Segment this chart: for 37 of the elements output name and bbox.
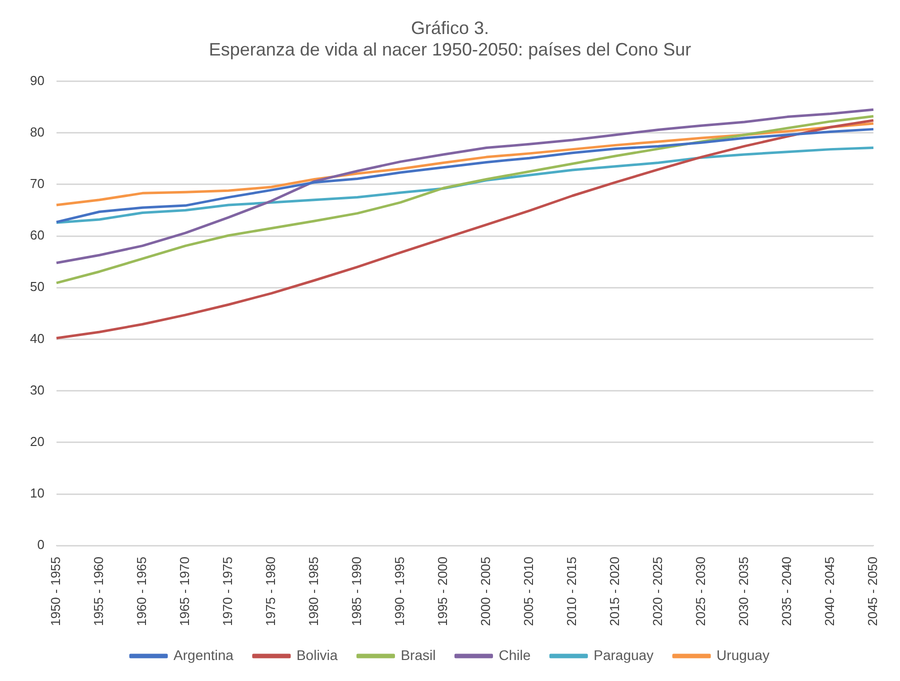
- x-tick-label: 2045 - 2050: [864, 556, 880, 626]
- x-tick-label: 1990 - 1995: [392, 556, 408, 626]
- x-tick-label: 1980 - 1985: [306, 556, 322, 626]
- y-tick-label: 70: [30, 176, 44, 191]
- y-tick-label: 50: [30, 279, 44, 294]
- chart-title: Gráfico 3. Esperanza de vida al nacer 1950-2050: países del Cono Sur: [208, 18, 692, 60]
- y-tick-label: 90: [30, 72, 44, 88]
- x-tick-label: 2010 - 2015: [564, 556, 579, 626]
- x-tick-label: 2035 - 2040: [778, 556, 794, 626]
- y-tick-label: 80: [30, 124, 44, 140]
- x-tick-label: 2020 - 2025: [650, 556, 665, 626]
- legend-label: Argentina: [174, 646, 234, 663]
- y-tick-label: 30: [30, 382, 44, 398]
- y-tick-label: 40: [30, 330, 44, 346]
- legend-label: Bolivia: [296, 646, 338, 663]
- legend-label: Paraguay: [594, 646, 654, 663]
- x-tick-label: 1970 - 1975: [220, 556, 236, 626]
- x-tick-label: 1975 - 1980: [263, 556, 278, 626]
- x-tick-label: 2025 - 2030: [692, 556, 708, 626]
- y-tick-label: 10: [30, 486, 44, 501]
- x-tick-label: 1960 - 1965: [134, 556, 150, 626]
- x-tick-label: 1950 - 1955: [48, 556, 64, 626]
- x-tick-label: 2015 - 2020: [606, 556, 622, 626]
- x-tick-label: 2005 - 2010: [521, 556, 536, 626]
- legend-label: Brasil: [400, 646, 436, 663]
- legend-label: Chile: [498, 646, 531, 663]
- y-tick-label: 0: [37, 537, 44, 552]
- y-tick-label: 60: [30, 228, 44, 243]
- x-tick-label: 1995 - 2000: [435, 556, 450, 626]
- x-tick-label: 2030 - 2035: [736, 556, 751, 626]
- y-tick-label: 20: [30, 434, 44, 449]
- x-tick-label: 1985 - 1990: [349, 556, 364, 626]
- x-tick-label: 2040 - 2045: [822, 556, 837, 626]
- legend-label: Uruguay: [716, 646, 770, 663]
- x-tick-label: 1965 - 1970: [177, 556, 192, 626]
- x-tick-label: 2000 - 2005: [478, 556, 494, 626]
- x-tick-label: 1955 - 1960: [91, 556, 106, 626]
